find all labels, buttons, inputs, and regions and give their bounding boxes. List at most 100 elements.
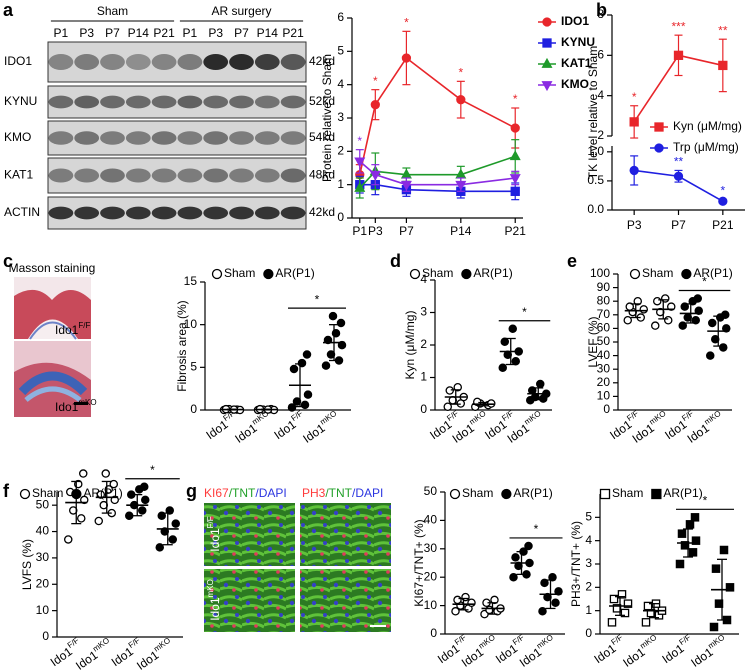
- kd-label: 42kd: [309, 205, 335, 219]
- marker: [691, 536, 701, 545]
- marker: [456, 95, 466, 105]
- y-tick-label: 2: [597, 128, 604, 142]
- y-tick-label: 10: [424, 598, 438, 612]
- significance-label: *: [703, 494, 708, 508]
- blot-band: [280, 206, 306, 220]
- marker: [538, 607, 547, 616]
- marker: [509, 150, 521, 161]
- y-tick-label: 10: [36, 603, 50, 617]
- marker: [673, 171, 684, 181]
- label-sup: mKO: [706, 633, 726, 651]
- blot-band: [100, 54, 125, 70]
- row-label: KMO: [4, 130, 31, 144]
- marker: [677, 529, 687, 538]
- y-tick-label: 2: [420, 337, 427, 351]
- kd-label: 52kd: [309, 94, 335, 108]
- marker: [675, 559, 685, 569]
- marker: [401, 53, 412, 63]
- blot-band: [254, 206, 280, 220]
- row-label: KAT1: [4, 168, 33, 182]
- label-sup: mKO: [468, 409, 488, 427]
- marker: [711, 564, 721, 573]
- y-tick-label: 50: [36, 497, 50, 511]
- y-tick-label: 8: [597, 7, 604, 21]
- marker: [639, 305, 649, 314]
- blot-band: [151, 95, 177, 109]
- y-tick-label: 20: [424, 569, 438, 583]
- blot-band: [177, 95, 203, 109]
- marker: [449, 488, 461, 500]
- marker: [540, 578, 549, 588]
- image-label: Ido1F/F: [206, 516, 222, 551]
- marker: [80, 495, 89, 505]
- series-line: [359, 155, 516, 189]
- marker: [623, 315, 633, 325]
- blot-band: [48, 54, 74, 70]
- legend-label: AR(P1): [693, 266, 732, 280]
- kd-label: 48kd: [309, 168, 335, 182]
- lane-label: P21: [282, 26, 304, 40]
- x-tick-label: P1: [352, 224, 367, 238]
- marker: [336, 318, 346, 328]
- marker: [691, 315, 701, 325]
- legend-label: AR(P1): [83, 486, 122, 500]
- blot-band: [229, 95, 254, 109]
- fluorescence-image: [204, 503, 391, 632]
- marker: [620, 608, 630, 618]
- y-tick-label: 0: [603, 402, 610, 416]
- y-tick-label: 0: [337, 210, 344, 224]
- marker: [354, 181, 366, 192]
- marker: [125, 511, 134, 520]
- image-label: Ido1mKO: [55, 398, 97, 414]
- marker: [651, 488, 662, 500]
- blot-band: [125, 168, 151, 183]
- blot-band: [203, 54, 229, 70]
- marker: [680, 302, 690, 311]
- legend-label: IDO1: [561, 14, 589, 28]
- y-tick-label: 10: [597, 389, 611, 403]
- y-tick-label: 3: [337, 110, 344, 124]
- blot-band: [280, 95, 306, 109]
- marker: [617, 590, 627, 599]
- marker: [369, 170, 381, 181]
- marker: [467, 598, 476, 608]
- y-tick-label: 40: [597, 348, 611, 362]
- y-axis-title: PH3+/TNT+ (%): [569, 521, 583, 607]
- header-part: PH3: [302, 486, 326, 500]
- blot-band: [48, 168, 74, 183]
- significance-label: *: [513, 92, 518, 106]
- marker: [171, 519, 180, 528]
- marker: [721, 310, 730, 320]
- blot-band: [229, 168, 254, 183]
- blot-band: [100, 131, 125, 145]
- label-base: Ido1: [208, 528, 222, 552]
- blot-band: [280, 131, 306, 145]
- y-tick-label: 5: [585, 510, 592, 524]
- x-tick-label: Ido1F/F: [426, 409, 464, 443]
- marker: [548, 572, 557, 582]
- blot-band: [280, 168, 306, 183]
- marker: [551, 598, 560, 608]
- blot-band: [177, 131, 203, 145]
- marker: [354, 157, 366, 168]
- marker: [690, 513, 700, 522]
- significance-label: **: [718, 23, 728, 37]
- marker: [321, 361, 331, 370]
- marker: [501, 488, 512, 500]
- blot-band: [151, 54, 177, 70]
- marker: [455, 180, 467, 191]
- blot-band: [229, 54, 254, 70]
- marker: [667, 302, 676, 311]
- x-tick-label: P21: [712, 218, 734, 232]
- significance-label: *: [702, 275, 707, 289]
- marker: [524, 541, 533, 551]
- marker: [653, 296, 662, 306]
- marker: [688, 548, 698, 557]
- y-axis-title: Fibrosis area (%): [175, 300, 189, 391]
- y-tick-label: 4: [420, 272, 427, 286]
- blot-band: [177, 206, 203, 220]
- marker: [718, 196, 728, 206]
- marker: [629, 268, 641, 280]
- blot-band: [254, 131, 280, 145]
- marker: [79, 469, 88, 478]
